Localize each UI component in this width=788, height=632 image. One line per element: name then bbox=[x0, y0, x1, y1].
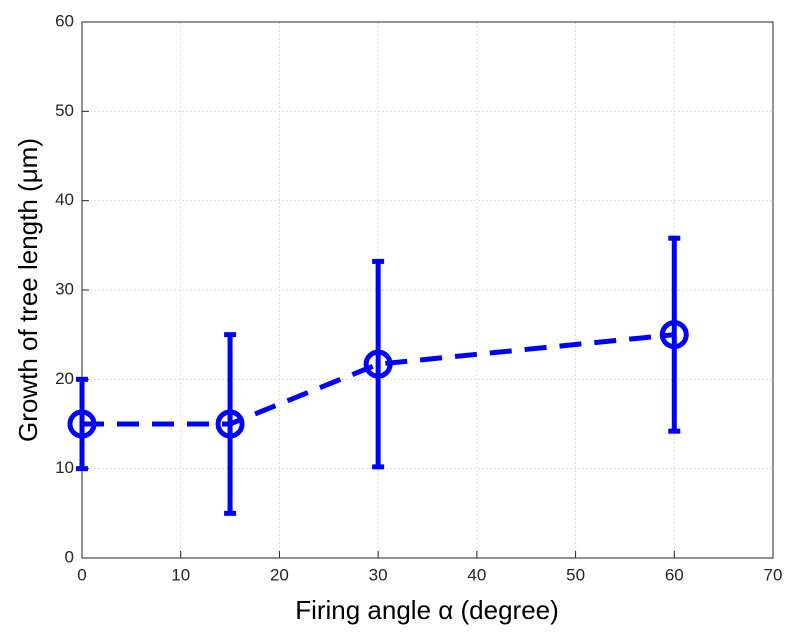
x-tick-label: 50 bbox=[566, 565, 585, 584]
marker bbox=[363, 349, 393, 379]
x-tick-label: 60 bbox=[665, 565, 684, 584]
y-tick-label: 0 bbox=[65, 547, 74, 566]
y-tick-label: 60 bbox=[55, 11, 74, 30]
x-tick-label: 0 bbox=[77, 565, 86, 584]
x-tick-label: 70 bbox=[764, 565, 783, 584]
error-bar bbox=[76, 376, 88, 472]
data-line bbox=[82, 332, 675, 427]
y-tick-label: 50 bbox=[55, 101, 74, 120]
x-tick-label: 20 bbox=[270, 565, 289, 584]
y-tick-label: 10 bbox=[55, 458, 74, 477]
marker bbox=[659, 320, 689, 350]
x-tick-label: 40 bbox=[467, 565, 486, 584]
error-bar bbox=[372, 258, 385, 470]
error-bar bbox=[668, 235, 681, 434]
marker bbox=[215, 409, 245, 439]
y-tick-label: 20 bbox=[55, 369, 74, 388]
error-bar bbox=[224, 332, 237, 516]
x-tick-label: 30 bbox=[369, 565, 388, 584]
y-tick-label: 30 bbox=[55, 279, 74, 298]
x-tick-label: 10 bbox=[171, 565, 190, 584]
axes-box bbox=[81, 21, 774, 559]
x-axis-title: Firing angle α (degree) bbox=[295, 595, 559, 625]
y-axis-title: Growth of tree length (μm) bbox=[13, 138, 43, 442]
y-tick-label: 40 bbox=[55, 190, 74, 209]
marker bbox=[67, 409, 97, 439]
